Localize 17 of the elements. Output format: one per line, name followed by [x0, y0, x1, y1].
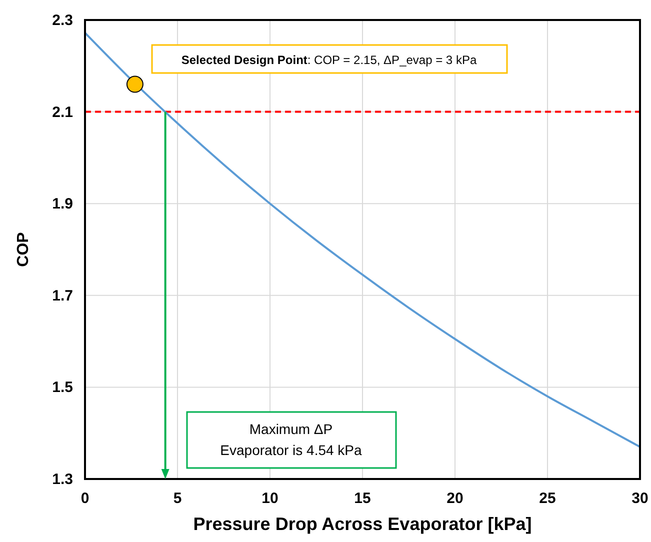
x-tick-label: 25: [539, 490, 556, 507]
x-tick-label: 0: [80, 490, 90, 507]
y-tick-label: 1.9: [52, 196, 73, 213]
y-axis-title: COP: [15, 232, 32, 267]
y-tick-label: 1.5: [52, 379, 73, 396]
x-tick-label: 15: [354, 490, 371, 507]
y-tick-label: 1.7: [52, 287, 73, 304]
annotation: Maximum ΔP Evaporator is 4.54 kPa: [220, 421, 362, 458]
y-tick-label: 2.1: [52, 104, 73, 121]
x-tick-label: 30: [632, 490, 648, 507]
x-axis-title: Pressure Drop Across Evaporator [kPa]: [193, 514, 532, 534]
x-tick-label: 10: [262, 490, 278, 507]
y-tick-label: 2.3: [52, 12, 73, 29]
y-tick-label: 1.3: [52, 471, 73, 488]
annotation: Selected Design Point: COP = 2.15, ΔP_evap = 3 kPa: [181, 53, 477, 67]
x-tick-label: 20: [446, 490, 464, 507]
x-tick-label: 5: [173, 490, 182, 507]
